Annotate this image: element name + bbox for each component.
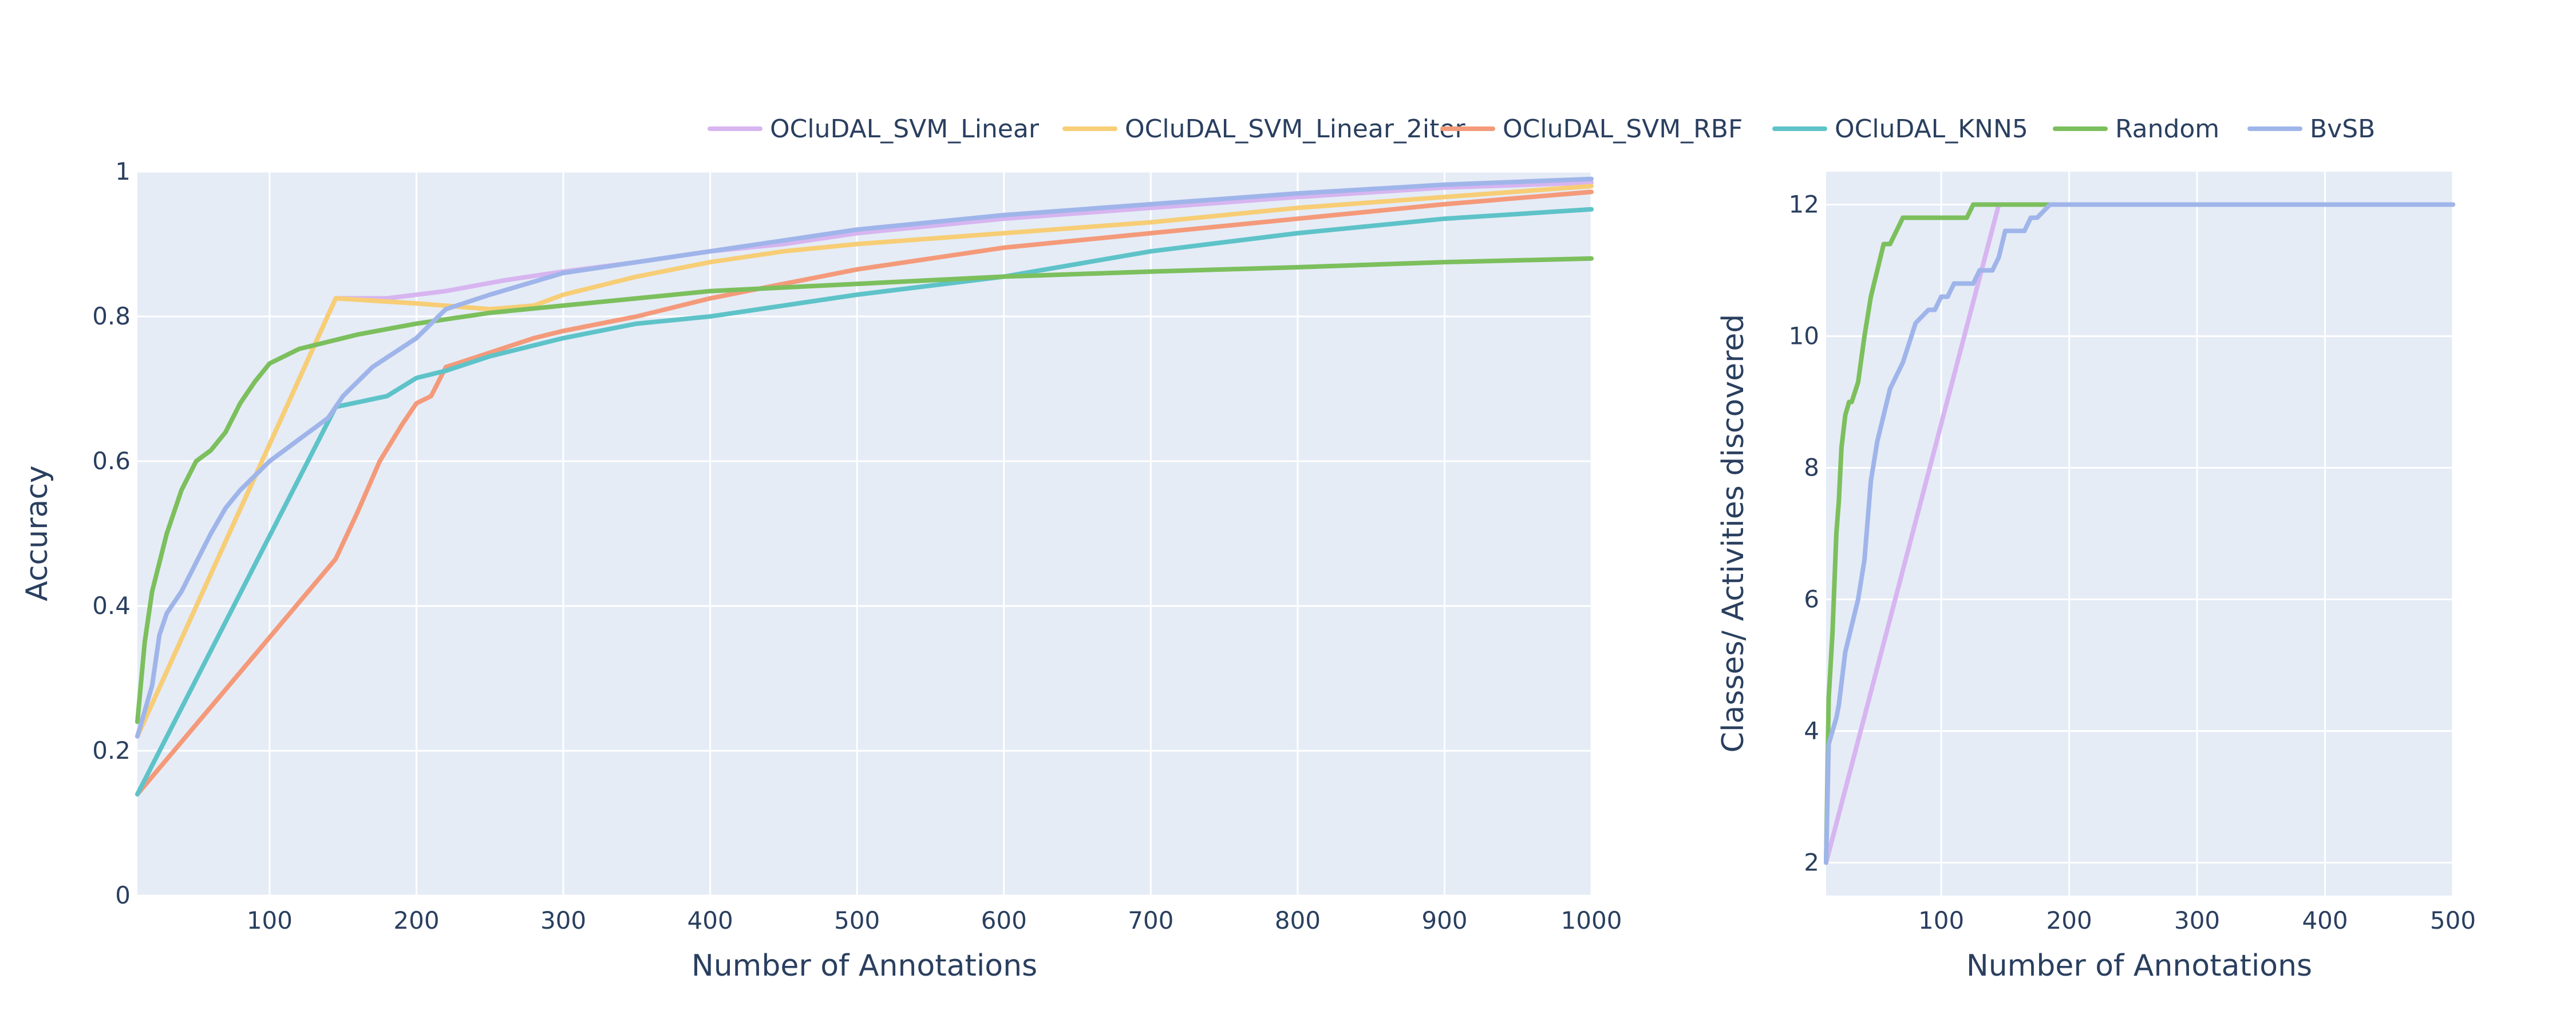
classes-panel: 100 200 300 400 500 2 4 6 8 10 12 Number of Annot… bbox=[1716, 172, 2476, 983]
accuracy-line-ocludal-svm-linear-2iter bbox=[135, 184, 1594, 739]
classes-y-tick-label: 12 bbox=[1789, 191, 1819, 219]
legend-label: OCluDAL_SVM_Linear_2iter bbox=[1125, 114, 1465, 144]
classes-y-tick-label: 6 bbox=[1804, 585, 1819, 613]
accuracy-x-tick-label: 200 bbox=[393, 906, 439, 934]
classes-x-tick-label: 300 bbox=[2174, 906, 2220, 934]
classes-series-lines bbox=[1824, 202, 2455, 865]
accuracy-x-tick-label: 800 bbox=[1275, 906, 1321, 934]
legend-item-ocludal-knn5[interactable]: OCluDAL_KNN5 bbox=[1772, 114, 2028, 144]
classes-y-tick-label: 10 bbox=[1789, 322, 1819, 350]
accuracy-y-tick-label: 0.4 bbox=[92, 592, 131, 620]
classes-y-axis-title: Classes/ Activities discovered bbox=[1716, 314, 1751, 753]
accuracy-line-ocludal-svm-rbf bbox=[135, 189, 1594, 797]
accuracy-x-tick-label: 400 bbox=[688, 906, 733, 934]
accuracy-x-tick-labels: 100 200 300 400 500 600 700 800 900 1000 bbox=[247, 906, 1622, 934]
legend-item-ocludal-svm-linear-2iter[interactable]: OCluDAL_SVM_Linear_2iter bbox=[1062, 114, 1465, 144]
classes-line-random bbox=[1824, 202, 2455, 865]
accuracy-x-tick-label: 500 bbox=[834, 906, 880, 934]
classes-x-tick-label: 400 bbox=[2302, 906, 2348, 934]
accuracy-y-tick-label: 0.2 bbox=[92, 736, 131, 764]
accuracy-y-tick-label: 0.6 bbox=[92, 447, 131, 475]
classes-x-tick-label: 100 bbox=[1918, 906, 1964, 934]
accuracy-x-tick-label: 100 bbox=[247, 906, 293, 934]
accuracy-gridlines bbox=[137, 171, 1593, 897]
legend-item-random[interactable]: Random bbox=[2053, 114, 2219, 144]
classes-x-axis-title: Number of Annotations bbox=[1966, 949, 2312, 983]
legend-item-ocludal-svm-linear[interactable]: OCluDAL_SVM_Linear bbox=[708, 114, 1040, 144]
legend-label: OCluDAL_SVM_RBF bbox=[1503, 114, 1743, 144]
classes-line-bvsb bbox=[1824, 202, 2455, 865]
accuracy-line-ocludal-knn5 bbox=[135, 207, 1594, 797]
accuracy-x-tick-label: 300 bbox=[540, 906, 586, 934]
accuracy-line-bvsb bbox=[135, 176, 1594, 739]
accuracy-line-random bbox=[135, 256, 1594, 724]
classes-y-tick-label: 2 bbox=[1804, 849, 1819, 877]
classes-y-tick-label: 4 bbox=[1804, 717, 1819, 745]
accuracy-x-tick-label: 900 bbox=[1421, 906, 1467, 934]
accuracy-y-axis-title: Accuracy bbox=[20, 465, 54, 601]
accuracy-y-tick-label: 1 bbox=[115, 157, 131, 185]
accuracy-x-tick-label: 600 bbox=[981, 906, 1027, 934]
classes-y-tick-label: 8 bbox=[1804, 454, 1819, 482]
classes-y-tick-labels: 2 4 6 8 10 12 bbox=[1789, 191, 1819, 877]
legend-item-bvsb[interactable]: BvSB bbox=[2247, 114, 2375, 144]
accuracy-x-tick-label: 1000 bbox=[1561, 906, 1622, 934]
legend-item-ocludal-svm-rbf[interactable]: OCluDAL_SVM_RBF bbox=[1440, 114, 1743, 144]
accuracy-x-axis-title: Number of Annotations bbox=[692, 949, 1037, 983]
legend-label: OCluDAL_KNN5 bbox=[1835, 114, 2028, 144]
accuracy-y-tick-label: 0.8 bbox=[92, 302, 131, 330]
legend: OCluDAL_SVM_Linear OCluDAL_SVM_Linear_2it… bbox=[708, 114, 2375, 144]
classes-plot-area bbox=[1826, 172, 2453, 896]
accuracy-series-lines bbox=[135, 176, 1594, 797]
accuracy-panel: 100 200 300 400 500 600 700 800 900 1000 00.20.40… bbox=[20, 157, 1622, 983]
classes-x-tick-label: 200 bbox=[2046, 906, 2092, 934]
legend-label: OCluDAL_SVM_Linear bbox=[770, 114, 1040, 144]
accuracy-plot-area bbox=[137, 172, 1591, 896]
classes-x-tick-labels: 100 200 300 400 500 bbox=[1918, 906, 2476, 934]
accuracy-y-tick-labels: 0 0.2 0.4 0.6 0.8 1 bbox=[92, 157, 131, 909]
classes-x-tick-label: 500 bbox=[2430, 906, 2476, 934]
legend-label: BvSB bbox=[2310, 114, 2375, 144]
accuracy-x-tick-label: 700 bbox=[1128, 906, 1174, 934]
accuracy-y-tick-label: 0 bbox=[115, 881, 131, 909]
legend-label: Random bbox=[2115, 114, 2219, 144]
